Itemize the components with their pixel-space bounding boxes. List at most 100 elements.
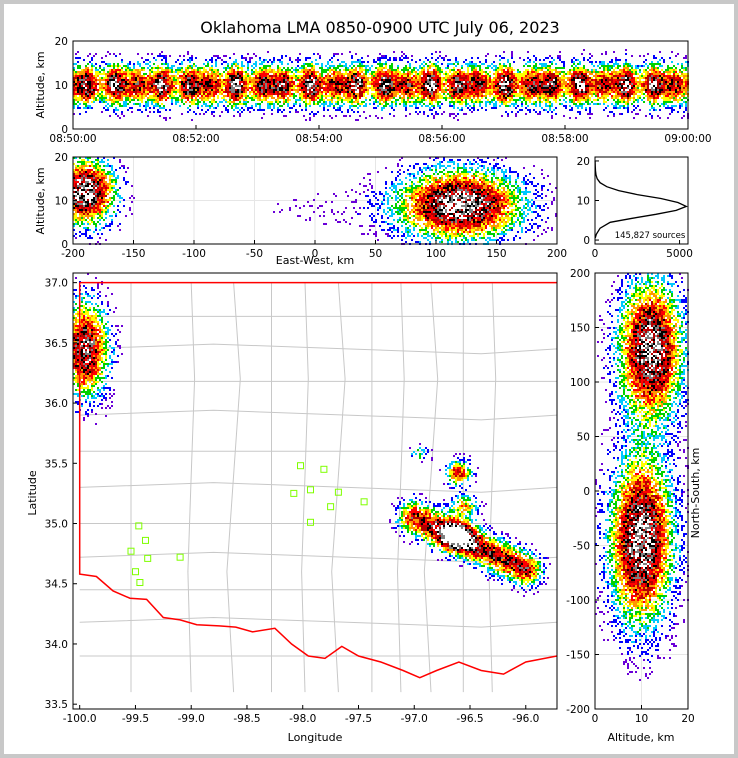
time-height-source bbox=[423, 79, 425, 81]
time-height-source bbox=[267, 85, 269, 87]
time-height-source bbox=[319, 95, 321, 97]
time-height-source bbox=[525, 79, 527, 81]
time-height-source bbox=[513, 83, 515, 85]
time-height-source bbox=[85, 95, 87, 97]
time-height-source bbox=[451, 73, 453, 75]
time-height-source bbox=[377, 81, 379, 83]
time-height-source bbox=[561, 77, 563, 79]
time-height-source bbox=[259, 69, 261, 71]
time-height-source bbox=[225, 81, 227, 83]
time-height-source bbox=[87, 83, 89, 85]
time-height-source bbox=[175, 77, 177, 79]
time-height-source bbox=[631, 77, 633, 79]
time-height-source bbox=[209, 79, 211, 81]
time-height-source bbox=[631, 85, 633, 87]
time-height-source bbox=[113, 87, 115, 89]
time-height-source bbox=[551, 69, 553, 71]
time-height-source bbox=[173, 89, 175, 91]
time-height-source bbox=[569, 71, 571, 73]
time-height-source bbox=[627, 95, 629, 97]
time-height-source bbox=[439, 69, 441, 71]
time-height-source bbox=[485, 55, 487, 57]
time-height-source bbox=[183, 81, 185, 83]
time-height-source bbox=[305, 69, 307, 71]
time-height-source bbox=[551, 97, 553, 99]
time-height-source bbox=[491, 79, 493, 81]
time-height-source bbox=[253, 67, 255, 69]
time-height-source bbox=[457, 85, 459, 87]
time-height-source bbox=[221, 87, 223, 89]
time-height-source bbox=[337, 87, 339, 89]
time-height-source bbox=[503, 51, 505, 53]
time-height-source bbox=[555, 71, 557, 73]
time-height-source bbox=[83, 71, 85, 73]
time-height-source bbox=[545, 85, 547, 87]
time-height-source bbox=[565, 73, 567, 75]
time-height-source bbox=[207, 63, 209, 65]
time-height-source bbox=[381, 57, 383, 59]
time-height-source bbox=[115, 69, 117, 71]
time-height-source bbox=[319, 55, 321, 57]
time-height-source bbox=[551, 61, 553, 63]
time-height-source bbox=[615, 79, 617, 81]
time-height-source bbox=[675, 69, 677, 71]
time-height-source bbox=[565, 93, 567, 95]
time-height-source bbox=[597, 93, 599, 95]
time-height-source bbox=[519, 75, 521, 77]
time-height-source bbox=[395, 57, 397, 59]
time-height-source bbox=[233, 85, 235, 87]
time-height-source bbox=[279, 95, 281, 97]
time-height-source bbox=[133, 97, 135, 99]
time-height-source bbox=[581, 71, 583, 73]
time-height-source bbox=[481, 77, 483, 79]
time-height-source bbox=[661, 73, 663, 75]
time-height-source bbox=[483, 75, 485, 77]
time-height-source bbox=[419, 79, 421, 81]
time-height-source bbox=[293, 75, 295, 77]
time-height-source bbox=[521, 75, 523, 77]
time-height-source bbox=[645, 81, 647, 83]
time-height-source bbox=[303, 65, 305, 67]
time-height-source bbox=[109, 97, 111, 99]
time-height-source bbox=[359, 83, 361, 85]
time-height-source bbox=[131, 85, 133, 87]
time-height-source bbox=[171, 91, 173, 93]
time-height-source bbox=[435, 51, 437, 53]
time-height-source bbox=[497, 93, 499, 95]
time-height-source bbox=[685, 73, 687, 75]
time-height-source bbox=[203, 77, 205, 79]
time-height-source bbox=[227, 75, 229, 77]
time-height-source bbox=[257, 77, 259, 79]
time-height-source bbox=[297, 65, 299, 67]
time-height-source bbox=[269, 71, 271, 73]
time-height-source bbox=[557, 73, 559, 75]
time-height-source bbox=[579, 79, 581, 81]
time-height-source bbox=[465, 79, 467, 81]
time-height-source bbox=[643, 75, 645, 77]
time-height-source bbox=[291, 95, 293, 97]
time-height-source bbox=[521, 89, 523, 91]
time-height-source bbox=[247, 69, 249, 71]
time-height-source bbox=[515, 77, 517, 79]
time-height-source bbox=[405, 79, 407, 81]
time-height-source bbox=[333, 75, 335, 77]
time-height-source bbox=[357, 59, 359, 61]
time-height-source bbox=[129, 63, 131, 65]
time-height-source bbox=[109, 75, 111, 77]
time-height-source bbox=[603, 87, 605, 89]
time-height-source bbox=[387, 93, 389, 95]
time-height-source bbox=[333, 77, 335, 79]
time-height-source bbox=[319, 93, 321, 95]
time-height-source bbox=[505, 93, 507, 95]
time-height-source bbox=[637, 83, 639, 85]
time-height-source bbox=[251, 89, 253, 91]
time-height-source bbox=[301, 65, 303, 67]
time-height-source bbox=[541, 91, 543, 93]
time-height-source bbox=[393, 89, 395, 91]
time-height-source bbox=[435, 63, 437, 65]
time-height-source bbox=[357, 91, 359, 93]
time-height-source bbox=[417, 73, 419, 75]
time-height-source bbox=[589, 53, 591, 55]
time-height-source bbox=[73, 69, 75, 71]
time-height-source bbox=[439, 95, 441, 97]
